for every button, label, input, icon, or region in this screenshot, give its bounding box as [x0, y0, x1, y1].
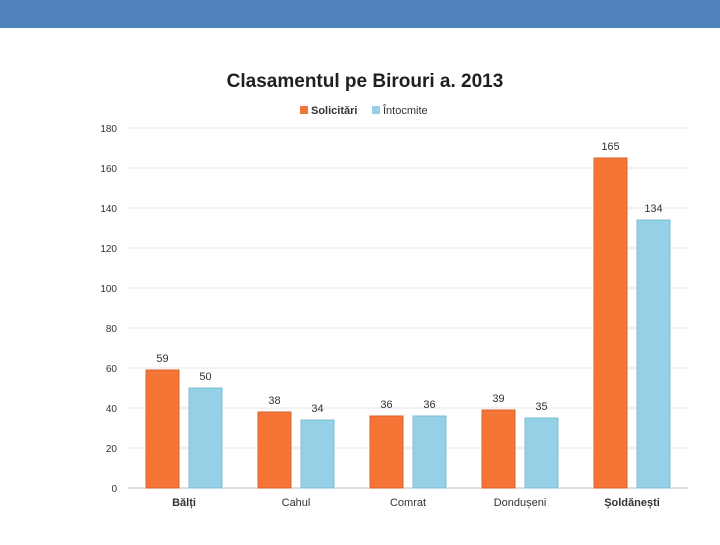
category-label: Șoldănești: [604, 497, 660, 509]
bar-intocmite: [300, 419, 335, 489]
category-label: Cahul: [282, 497, 311, 509]
data-label: 50: [199, 371, 211, 383]
y-tick-label: 40: [106, 404, 118, 415]
y-tick-label: 160: [100, 164, 117, 175]
bar-solicitari: [369, 415, 404, 489]
bars: [145, 157, 671, 489]
legend-label-intocmite: Întocmite: [382, 104, 428, 117]
data-label: 36: [423, 399, 435, 411]
data-label: 59: [156, 353, 168, 365]
data-labels: 59 50 38 34 36 36 39 35 165 134: [156, 141, 662, 415]
bar-intocmite: [188, 387, 223, 489]
bar-intocmite: [412, 415, 447, 489]
legend: Solicitări Întocmite: [300, 104, 428, 117]
x-axis-categories: Bălți Cahul Comrat Dondușeni Șoldănești: [172, 497, 660, 509]
legend-swatch-intocmite: [372, 106, 380, 114]
y-tick-label: 140: [100, 204, 117, 215]
category-label: Bălți: [172, 497, 196, 509]
y-axis-ticks: 0 20 40 60 80 100 120 140 160 180: [100, 124, 117, 495]
y-tick-label: 120: [100, 244, 117, 255]
data-label: 39: [492, 393, 504, 405]
data-label: 36: [380, 399, 392, 411]
bar-solicitari: [481, 409, 516, 489]
chart-title: Clasamentul pe Birouri a. 2013: [227, 71, 504, 92]
data-label: 134: [644, 203, 662, 215]
bar-chart: Clasamentul pe Birouri a. 2013 Solicităr…: [100, 71, 688, 509]
data-label: 165: [601, 141, 619, 153]
category-label: Comrat: [390, 497, 426, 509]
header-bar: [0, 0, 720, 28]
bar-solicitari: [593, 157, 628, 489]
y-tick-label: 80: [106, 324, 118, 335]
legend-label-solicitari: Solicitări: [311, 105, 357, 117]
y-tick-label: 0: [111, 484, 117, 495]
y-tick-label: 60: [106, 364, 118, 375]
legend-swatch-solicitari: [300, 106, 308, 114]
data-label: 38: [268, 395, 280, 407]
bar-solicitari: [257, 411, 292, 489]
bar-intocmite: [524, 417, 559, 489]
y-tick-label: 20: [106, 444, 118, 455]
chart-area: Clasamentul pe Birouri a. 2013 Solicităr…: [0, 28, 720, 540]
data-label: 35: [535, 401, 547, 413]
y-tick-label: 180: [100, 124, 117, 135]
bar-solicitari: [145, 369, 180, 489]
category-label: Dondușeni: [494, 497, 547, 509]
data-label: 34: [311, 403, 323, 415]
y-tick-label: 100: [100, 284, 117, 295]
bar-intocmite: [636, 219, 671, 489]
